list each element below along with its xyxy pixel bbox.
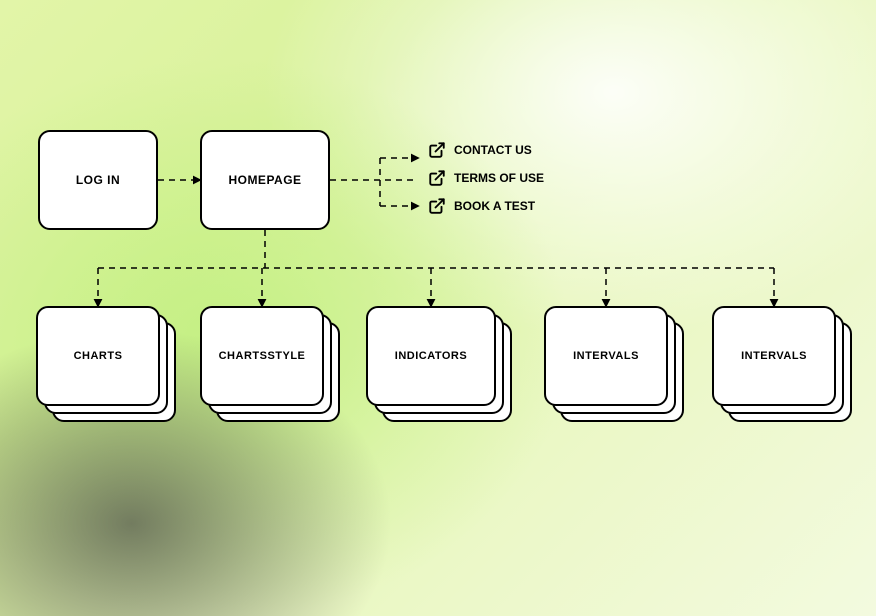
node-label: INTERVALS: [741, 350, 807, 362]
external-link-icon: [428, 197, 446, 215]
node-card0: CHARTS: [36, 306, 160, 406]
node-label: INDICATORS: [395, 350, 467, 362]
diagram-canvas: LOG IN HOMEPAGE CONTACT US TERMS OF USE BO…: [0, 0, 876, 616]
external-link-item: TERMS OF USE: [428, 169, 544, 187]
external-link-item: BOOK A TEST: [428, 197, 535, 215]
node-card4: INTERVALS: [712, 306, 836, 406]
external-link-icon: [428, 141, 446, 159]
node-card1: CHARTSSTYLE: [200, 306, 324, 406]
external-link-item: CONTACT US: [428, 141, 532, 159]
node-card2: INDICATORS: [366, 306, 496, 406]
node-label: HOMEPAGE: [228, 173, 301, 187]
node-label: CHARTS: [74, 350, 123, 362]
node-label: CHARTSSTYLE: [219, 350, 306, 362]
node-card3: INTERVALS: [544, 306, 668, 406]
external-link-label: CONTACT US: [454, 143, 532, 157]
node-homepage: HOMEPAGE: [200, 130, 330, 230]
external-link-icon: [428, 169, 446, 187]
external-link-label: BOOK A TEST: [454, 199, 535, 213]
node-login: LOG IN: [38, 130, 158, 230]
node-label: INTERVALS: [573, 350, 639, 362]
node-label: LOG IN: [76, 173, 120, 187]
external-link-label: TERMS OF USE: [454, 171, 544, 185]
